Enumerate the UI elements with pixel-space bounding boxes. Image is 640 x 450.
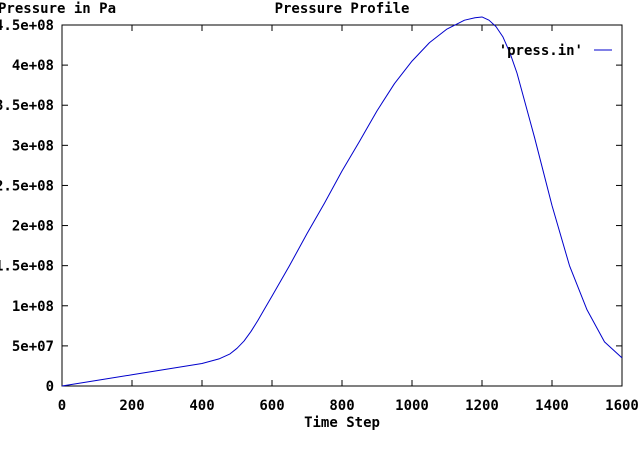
legend-entry-label: 'press.in' <box>499 43 583 59</box>
x-tick-label: 1000 <box>395 398 429 414</box>
x-axis-label: Time Step <box>304 415 380 431</box>
x-tick-label: 600 <box>259 398 284 414</box>
x-tick-label: 1400 <box>535 398 569 414</box>
y-tick-label: 1e+08 <box>12 299 54 315</box>
y-tick-label: 3e+08 <box>12 138 54 154</box>
y-tick-label: 2.5e+08 <box>0 178 54 194</box>
y-tick-label: 0 <box>46 379 54 395</box>
series-layer <box>61 16 623 387</box>
x-tick-label: 1200 <box>465 398 499 414</box>
y-tick-label: 1.5e+08 <box>0 259 54 275</box>
x-tick-label: 200 <box>119 398 144 414</box>
legend: 'press.in' <box>499 43 612 59</box>
x-tick-label: 1600 <box>605 398 639 414</box>
y-tick-label: 3.5e+08 <box>0 98 54 114</box>
y-tick-label: 2e+08 <box>12 219 54 235</box>
series-line-press-in <box>61 16 623 387</box>
chart-title: Pressure Profile <box>275 1 410 17</box>
x-tick-label: 0 <box>58 398 66 414</box>
x-tick-label: 400 <box>189 398 214 414</box>
ticks-layer: 0 200 400 600 800 1000 1200 1400 1600 0 5e+07 1e+08… <box>0 18 639 414</box>
y-tick-label: 5e+07 <box>12 339 54 355</box>
x-tick-label: 800 <box>329 398 354 414</box>
y-tick-label: 4.5e+08 <box>0 18 54 34</box>
y-axis-label: Pressure in Pa <box>0 1 116 17</box>
y-tick-label: 4e+08 <box>12 58 54 74</box>
plot-frame <box>61 24 623 387</box>
